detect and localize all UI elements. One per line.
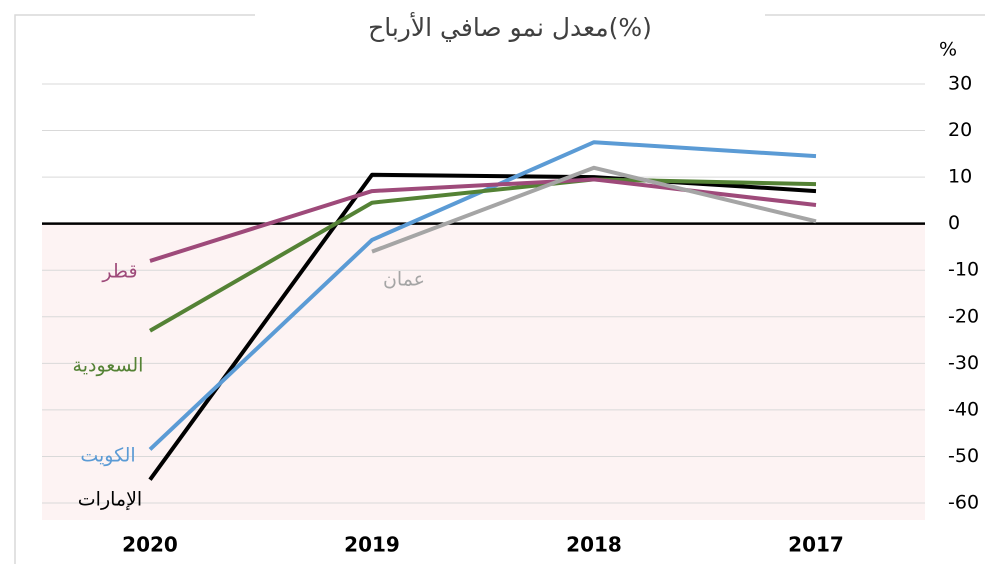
chart-title: معدل نمو صافي الأرباح(%) <box>368 11 652 42</box>
y-tick-label: 30 <box>948 73 972 95</box>
series-label: قطر <box>101 261 137 283</box>
y-tick-label: -40 <box>948 398 979 420</box>
y-tick-label: -10 <box>948 259 979 281</box>
y-tick-label: -20 <box>948 305 979 327</box>
series-line <box>371 165 817 254</box>
series-line <box>149 177 817 333</box>
y-tick-label: -50 <box>948 445 979 467</box>
x-tick-label: 2017 <box>788 533 844 557</box>
series-line <box>148 172 817 481</box>
x-tick-label: 2020 <box>122 533 178 557</box>
series-line <box>149 177 817 263</box>
y-tick-label: 20 <box>948 119 972 141</box>
y-tick-label: -30 <box>948 352 979 374</box>
series-label: عمان <box>383 269 425 291</box>
y-tick-label: 0 <box>948 212 960 234</box>
series-label: السعودية <box>73 355 144 377</box>
unit-label: % <box>939 39 957 61</box>
y-tick-label: 10 <box>948 166 972 188</box>
negative-area <box>42 223 925 520</box>
frame <box>14 14 985 564</box>
x-tick-label: 2019 <box>344 533 400 557</box>
x-tick-label: 2018 <box>566 533 622 557</box>
series-label: الكويت <box>80 445 135 467</box>
series-label: الإمارات <box>78 489 142 511</box>
y-tick-label: -60 <box>948 492 979 514</box>
